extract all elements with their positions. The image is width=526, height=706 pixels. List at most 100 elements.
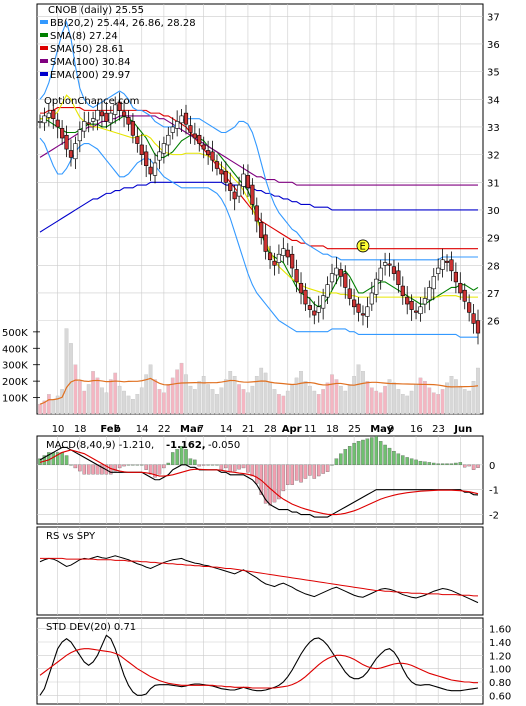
- candle-body: [179, 115, 184, 124]
- macd-histogram-bar: [427, 462, 432, 465]
- candle-body: [68, 150, 74, 158]
- candle-body: [259, 222, 264, 238]
- volume-bar: [64, 328, 69, 415]
- macd-histogram-bar: [55, 452, 60, 465]
- candle-body: [90, 118, 96, 122]
- candle-body: [223, 170, 228, 183]
- macd-histogram-bar: [449, 463, 454, 465]
- volume-bar: [170, 377, 175, 415]
- candle-body: [263, 234, 268, 252]
- date-tick-label: 23: [432, 424, 445, 435]
- macd-histogram-bar: [73, 464, 78, 469]
- candle-body: [188, 125, 193, 133]
- candle-body: [396, 270, 401, 285]
- volume-bar: [330, 374, 334, 415]
- volume-bar: [148, 364, 153, 415]
- candle-body: [236, 184, 242, 197]
- watermark: OptionChance.com: [44, 96, 139, 107]
- date-tick-label: 10: [52, 424, 65, 435]
- candle-body: [400, 285, 405, 297]
- macd-histogram-bar: [135, 464, 140, 466]
- macd-histogram-bar: [316, 464, 321, 477]
- volume-bar: [122, 390, 126, 415]
- macd-tick-label: -1: [489, 486, 499, 497]
- candle-body: [210, 151, 215, 161]
- volume-bar: [38, 403, 42, 415]
- candle-body: [113, 104, 118, 115]
- macd-histogram-bar: [175, 449, 179, 465]
- date-tick-label: 11: [304, 424, 317, 435]
- macd-histogram-bar: [78, 464, 82, 472]
- macd-histogram-bar: [153, 464, 157, 478]
- volume-bar: [100, 387, 104, 415]
- candle-body: [73, 143, 78, 160]
- volume-bar: [69, 343, 73, 415]
- volume-bar: [356, 364, 361, 415]
- candle-body: [418, 306, 423, 315]
- candle-body: [431, 276, 436, 290]
- volume-bar: [392, 382, 396, 415]
- volume-bar: [250, 385, 255, 415]
- candle-body: [272, 260, 277, 266]
- price-tick-label: 34: [487, 95, 500, 106]
- price-tick-label: 29: [487, 234, 500, 245]
- candle-body: [228, 183, 233, 191]
- volume-tick-label: 200K: [2, 377, 28, 388]
- macd-histogram-bar: [64, 455, 69, 465]
- volume-bar: [126, 395, 131, 415]
- macd-histogram-bar: [462, 464, 467, 468]
- price-tick-label: 27: [487, 289, 500, 300]
- candle-body: [458, 282, 463, 294]
- macd-histogram-bar: [157, 464, 162, 475]
- std-line: [39, 634, 479, 696]
- grid-layer: [37, 4, 483, 704]
- volume-bar: [414, 384, 418, 415]
- macd-histogram-bar: [374, 436, 378, 465]
- volume-bar: [73, 364, 78, 415]
- macd-histogram-bar: [237, 464, 241, 470]
- candle-body: [413, 310, 419, 313]
- candle-body: [161, 143, 166, 154]
- candle-body: [267, 252, 273, 261]
- macd-label: MACD(8,40,9) -1.210,: [46, 440, 154, 451]
- volume-bar: [476, 367, 480, 415]
- macd-histogram-bar: [246, 464, 250, 473]
- macd-histogram-bar: [436, 463, 440, 465]
- macd-histogram-bar: [471, 464, 476, 470]
- candle-body: [325, 284, 330, 298]
- volume-bar: [60, 389, 64, 415]
- volume-bar: [423, 380, 427, 415]
- volume-bar: [277, 394, 281, 415]
- macd-panel-frame: [36, 435, 484, 525]
- macd-histogram-bar: [387, 447, 392, 465]
- macd-histogram-bar: [352, 442, 356, 465]
- macd-histogram-bar: [356, 441, 361, 465]
- price-tick-label: 33: [487, 123, 500, 134]
- macd-hist-label: -0.050: [208, 440, 240, 451]
- volume-bar: [117, 385, 122, 415]
- macd-histogram-bar: [277, 464, 281, 500]
- volume-tick-label: 400K: [2, 344, 28, 355]
- candle-body: [409, 300, 414, 310]
- volume-bar: [365, 380, 370, 415]
- candle-body: [303, 289, 308, 305]
- volume-bar: [91, 371, 95, 415]
- volume-bar: [361, 371, 365, 415]
- candle-body: [170, 126, 175, 133]
- candle-body: [51, 110, 56, 119]
- candle-body: [298, 282, 304, 294]
- macd-histogram-bar: [219, 464, 224, 470]
- volume-bar: [312, 390, 317, 415]
- date-tick-label: 28: [264, 424, 277, 435]
- volume-bar: [387, 379, 392, 415]
- macd-histogram-bar: [476, 464, 480, 468]
- volume-bar: [462, 389, 467, 415]
- macd-histogram-bar: [445, 463, 449, 465]
- volume-bar: [166, 384, 171, 415]
- candle-body: [250, 184, 255, 205]
- volume-bar: [139, 387, 144, 415]
- candle-body: [387, 263, 392, 266]
- candle-body: [139, 144, 144, 155]
- volume-bar: [449, 376, 454, 415]
- volume-bar: [192, 389, 197, 415]
